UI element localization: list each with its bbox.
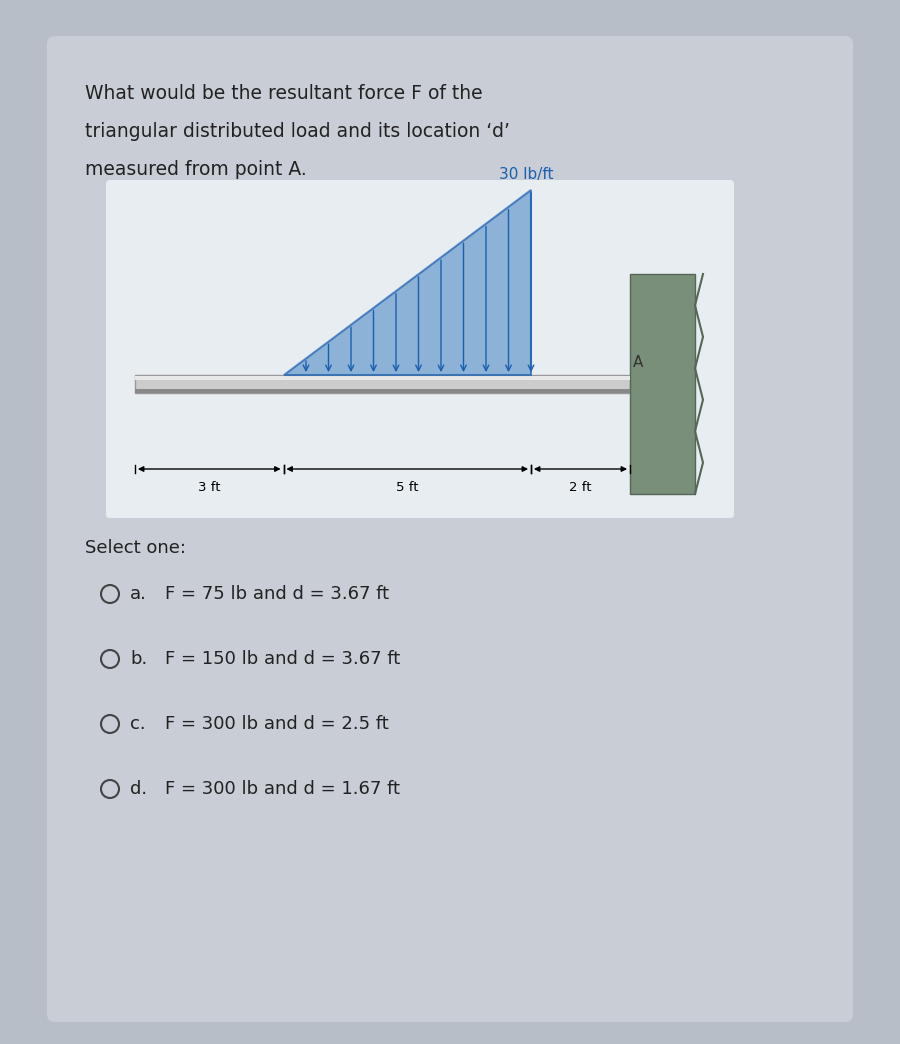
Text: F = 150 lb and d = 3.67 ft: F = 150 lb and d = 3.67 ft — [165, 650, 400, 668]
Text: What would be the resultant force F of the: What would be the resultant force F of t… — [85, 84, 482, 103]
Text: measured from point A.: measured from point A. — [85, 160, 307, 179]
Text: 3 ft: 3 ft — [198, 481, 220, 494]
Bar — [135, 376, 630, 380]
Text: a.: a. — [130, 585, 147, 603]
Text: F = 75 lb and d = 3.67 ft: F = 75 lb and d = 3.67 ft — [165, 585, 389, 603]
Text: b.: b. — [130, 650, 148, 668]
Bar — [135, 375, 630, 393]
Text: F = 300 lb and d = 2.5 ft: F = 300 lb and d = 2.5 ft — [165, 715, 389, 733]
FancyBboxPatch shape — [47, 35, 853, 1022]
Text: d.: d. — [130, 780, 147, 798]
Text: 30 lb/ft: 30 lb/ft — [499, 167, 554, 182]
Bar — [135, 389, 630, 393]
FancyBboxPatch shape — [106, 180, 734, 518]
Text: Select one:: Select one: — [85, 539, 186, 557]
Text: 2 ft: 2 ft — [569, 481, 592, 494]
Bar — [630, 274, 695, 494]
Text: c.: c. — [130, 715, 146, 733]
Polygon shape — [284, 190, 531, 375]
Text: A: A — [633, 355, 643, 370]
Text: F = 300 lb and d = 1.67 ft: F = 300 lb and d = 1.67 ft — [165, 780, 400, 798]
Text: 5 ft: 5 ft — [396, 481, 418, 494]
Text: triangular distributed load and its location ‘d’: triangular distributed load and its loca… — [85, 122, 510, 141]
